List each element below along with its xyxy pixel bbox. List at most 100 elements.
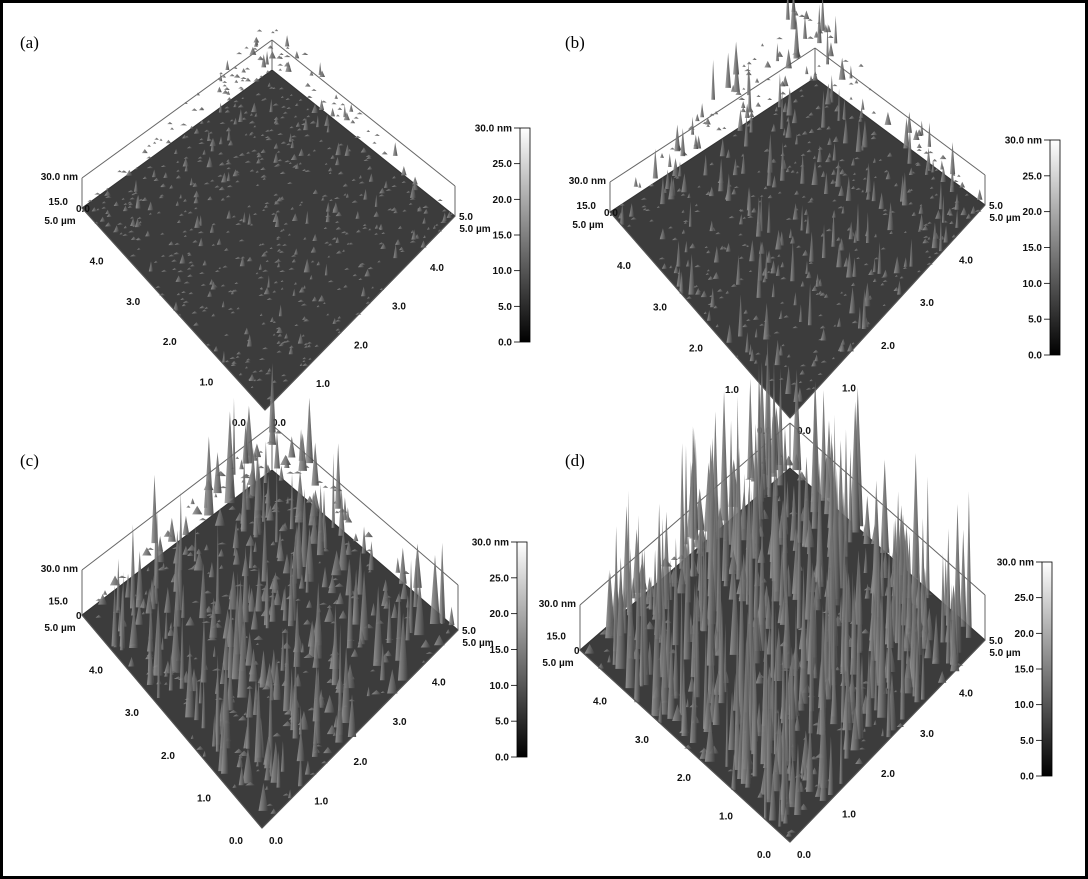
spike xyxy=(793,16,800,59)
spike xyxy=(863,547,868,573)
spike xyxy=(188,261,194,264)
spike xyxy=(350,648,359,657)
spike xyxy=(192,240,199,243)
spike xyxy=(799,369,806,375)
spike xyxy=(907,188,912,193)
spike xyxy=(310,120,317,124)
spike xyxy=(232,215,237,218)
spike xyxy=(123,225,128,229)
spike xyxy=(825,83,832,105)
spike xyxy=(850,705,860,751)
spike xyxy=(240,79,245,82)
spike xyxy=(780,261,785,268)
spike xyxy=(327,147,333,150)
spike xyxy=(865,162,872,192)
spike xyxy=(272,290,277,293)
spike xyxy=(243,111,249,114)
spike xyxy=(368,173,374,182)
spike xyxy=(276,196,284,202)
spike xyxy=(163,566,170,570)
spike xyxy=(949,585,958,665)
spike xyxy=(823,24,828,33)
spike xyxy=(819,325,827,329)
spike xyxy=(922,225,929,231)
spike xyxy=(260,149,267,153)
z-axis-label: 0.0 xyxy=(76,204,90,215)
spike xyxy=(365,154,373,157)
spike xyxy=(605,572,616,639)
spike xyxy=(733,58,740,93)
spike xyxy=(887,202,894,231)
spike xyxy=(91,207,97,212)
spike xyxy=(709,220,715,232)
spike xyxy=(312,189,319,194)
spike xyxy=(775,43,779,62)
spike xyxy=(302,316,307,320)
spike xyxy=(669,147,675,150)
spike xyxy=(921,586,930,649)
spike xyxy=(902,266,908,269)
spike xyxy=(684,221,688,224)
colorbar xyxy=(516,541,528,758)
spike xyxy=(214,185,221,188)
spike xyxy=(291,258,297,263)
spike xyxy=(706,250,711,254)
spike xyxy=(181,290,187,294)
spike xyxy=(277,544,285,562)
spike xyxy=(799,304,803,323)
spike xyxy=(406,190,411,193)
spike xyxy=(268,50,276,59)
spike xyxy=(727,769,735,772)
spike xyxy=(378,194,386,197)
z-axis-label: 15.0 xyxy=(577,201,597,212)
spike xyxy=(842,173,849,176)
spike xyxy=(341,231,349,234)
right-axis-label: 5.0 µm xyxy=(989,213,1020,224)
spike xyxy=(207,290,213,297)
spike xyxy=(265,372,271,375)
spike xyxy=(270,316,275,322)
spike xyxy=(179,254,186,264)
spike xyxy=(861,739,867,742)
spike xyxy=(763,186,769,190)
spike xyxy=(303,258,311,273)
spike xyxy=(786,116,790,122)
spike xyxy=(736,447,743,580)
spike xyxy=(265,51,269,65)
spike xyxy=(170,127,174,130)
spike xyxy=(253,40,258,47)
spike xyxy=(345,558,354,596)
spike xyxy=(833,136,840,142)
spike xyxy=(276,660,281,664)
spike xyxy=(218,102,223,113)
spike xyxy=(307,344,312,348)
spike xyxy=(871,496,883,618)
spike xyxy=(223,87,230,90)
spike xyxy=(781,462,789,604)
spike xyxy=(266,803,274,806)
spike xyxy=(918,213,925,231)
spike xyxy=(843,293,848,296)
spike xyxy=(778,314,783,319)
spike xyxy=(275,210,281,213)
spike xyxy=(940,165,947,183)
spike xyxy=(248,648,259,682)
spike xyxy=(386,597,393,643)
spike xyxy=(303,237,307,240)
spike xyxy=(879,526,885,597)
spike xyxy=(853,172,857,175)
spike xyxy=(817,372,824,375)
spike xyxy=(235,180,241,183)
z-axis-label: 30.0 nm xyxy=(569,176,606,187)
spike xyxy=(725,173,732,201)
spike xyxy=(265,785,269,790)
spike xyxy=(287,550,295,627)
spike xyxy=(374,194,378,207)
spike xyxy=(238,715,248,721)
spike xyxy=(782,102,789,113)
spike xyxy=(208,562,215,578)
spike xyxy=(854,157,861,160)
spike xyxy=(767,365,772,498)
spike xyxy=(771,497,783,602)
